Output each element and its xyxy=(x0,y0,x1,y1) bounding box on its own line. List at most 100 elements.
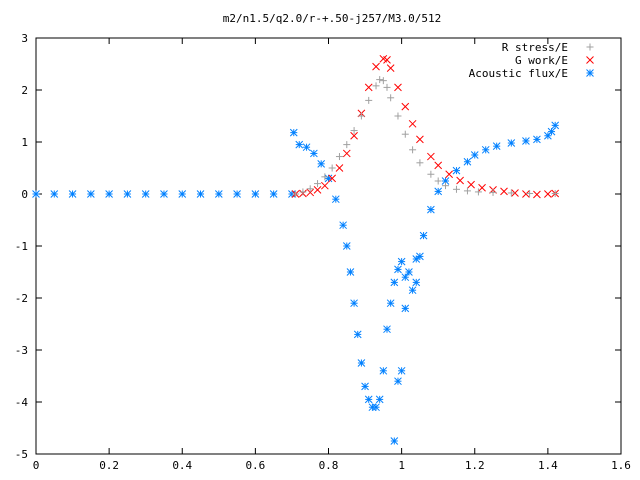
acoustic-flux-e-point xyxy=(408,286,417,295)
acoustic-flux-e-point xyxy=(357,359,366,367)
r-stress-e-point xyxy=(328,164,336,172)
plot-area-frame xyxy=(35,37,622,455)
chart-title: m2/n1.5/q2.0/r-+.50-j257/M3.0/512 xyxy=(223,12,442,25)
acoustic-flux-e-point xyxy=(339,221,347,230)
acoustic-flux-e-point xyxy=(390,437,399,445)
acoustic-flux-e-point xyxy=(452,166,461,175)
acoustic-flux-e-point xyxy=(427,205,435,214)
acoustic-flux-e-point xyxy=(105,190,113,198)
y-tick-label: -2 xyxy=(15,292,28,305)
r-stress-e-point xyxy=(474,188,482,196)
g-work-e-point xyxy=(394,83,402,92)
acoustic-flux-e-point xyxy=(50,190,59,198)
legend-marker xyxy=(586,43,594,51)
r-stress-e-point xyxy=(401,130,409,138)
g-work-e-point xyxy=(364,83,373,92)
acoustic-flux-e-point xyxy=(289,128,298,137)
r-stress-e-point xyxy=(394,112,402,120)
y-tick-label: -5 xyxy=(15,448,28,461)
acoustic-flux-e-point xyxy=(233,190,241,198)
x-tick-label: 1.2 xyxy=(465,459,485,472)
r-stress-e-point xyxy=(321,173,329,181)
acoustic-flux-e-point xyxy=(196,190,205,198)
acoustic-flux-e-point xyxy=(331,195,340,204)
acoustic-flux-e-point xyxy=(386,299,395,308)
acoustic-flux-e-point xyxy=(350,299,358,308)
legend-marker xyxy=(586,69,594,77)
acoustic-flux-e-point xyxy=(32,190,40,198)
r-stress-e-point xyxy=(350,127,358,135)
g-work-e-point xyxy=(511,189,519,197)
acoustic-flux-e-point xyxy=(416,252,424,261)
r-stress-e-point xyxy=(434,177,442,185)
x-tick-label: 0.6 xyxy=(245,459,265,472)
g-work-e-point xyxy=(328,174,337,183)
acoustic-flux-e-point xyxy=(434,187,443,196)
g-work-e-point xyxy=(544,190,552,198)
acoustic-flux-e-point xyxy=(160,190,168,198)
r-stress-e-point xyxy=(376,76,384,84)
g-work-e-point xyxy=(408,119,417,128)
g-work-e-point xyxy=(342,149,351,158)
g-work-e-point xyxy=(467,180,475,189)
data-marks xyxy=(32,54,560,445)
r-stress-e-point xyxy=(314,180,322,188)
acoustic-flux-e-point xyxy=(401,304,410,313)
legend-label: G work/E xyxy=(515,54,568,67)
r-stress-e-point xyxy=(463,187,471,195)
acoustic-flux-e-point xyxy=(353,330,362,339)
acoustic-flux-e-point xyxy=(412,278,421,287)
y-tick-label: 0 xyxy=(21,188,28,201)
acoustic-flux-e-point xyxy=(533,135,541,144)
acoustic-flux-e-point xyxy=(492,142,501,151)
legend-label: R stress/E xyxy=(502,41,568,54)
g-work-e-point xyxy=(427,152,435,161)
acoustic-flux-e-point xyxy=(397,257,406,266)
acoustic-flux-e-point xyxy=(401,273,410,282)
r-stress-e-point xyxy=(383,83,391,91)
r-stress-e-point xyxy=(409,146,417,154)
acoustic-flux-e-point xyxy=(346,268,355,276)
x-tick-label: 0.2 xyxy=(99,459,119,472)
g-work-e-point xyxy=(533,190,541,199)
g-work-e-point xyxy=(522,190,530,198)
acoustic-flux-e-point xyxy=(342,242,351,250)
acoustic-flux-e-point xyxy=(269,190,278,198)
acoustic-flux-e-point xyxy=(375,395,384,404)
acoustic-flux-e-point xyxy=(317,159,326,168)
acoustic-flux-e-point xyxy=(522,137,530,145)
acoustic-flux-e-point xyxy=(419,231,428,240)
g-work-e-point xyxy=(456,176,464,185)
acoustic-flux-e-point xyxy=(364,395,373,404)
acoustic-flux-e-point xyxy=(383,325,391,334)
r-stress-e-point xyxy=(372,82,380,90)
g-work-e-point xyxy=(372,62,380,71)
g-work-e-point xyxy=(306,188,315,197)
r-stress-e-point xyxy=(292,190,300,198)
acoustic-flux-e-point xyxy=(68,190,77,198)
r-stress-e-point xyxy=(507,189,515,197)
g-work-e-point xyxy=(445,170,454,179)
r-stress-e-point xyxy=(387,94,395,102)
acoustic-flux-e-point xyxy=(310,149,318,158)
g-work-e-point xyxy=(401,102,410,111)
acoustic-flux-e-point xyxy=(141,190,150,198)
acoustic-flux-e-point xyxy=(470,151,479,159)
r-stress-e-point xyxy=(427,170,435,178)
acoustic-flux-e-point xyxy=(324,174,333,183)
y-tick-label: 2 xyxy=(21,84,28,97)
r-stress-e-point xyxy=(551,189,559,197)
legend-marker xyxy=(586,56,594,64)
r-stress-e-point xyxy=(379,77,387,85)
acoustic-flux-e-point xyxy=(368,403,377,412)
acoustic-flux-e-point xyxy=(302,143,311,152)
r-stress-e-point xyxy=(306,185,314,193)
r-stress-e-point xyxy=(335,153,343,161)
acoustic-flux-e-point xyxy=(405,268,413,276)
legend-label: Acoustic flux/E xyxy=(469,67,568,80)
r-stress-e-point xyxy=(489,188,497,196)
g-work-e-point xyxy=(320,181,329,190)
y-tick-label: 3 xyxy=(21,32,28,45)
